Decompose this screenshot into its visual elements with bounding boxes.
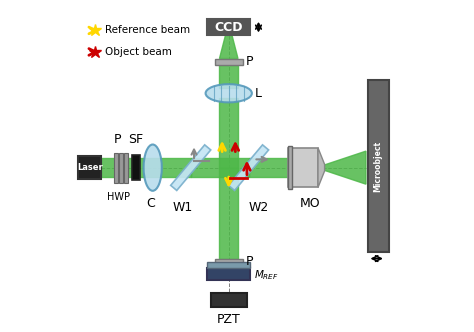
Bar: [215, 259, 243, 265]
Text: W2: W2: [248, 201, 269, 214]
Text: HWP: HWP: [108, 193, 130, 203]
Polygon shape: [219, 265, 238, 275]
Bar: [114, 153, 118, 183]
Text: W1: W1: [173, 201, 192, 214]
Polygon shape: [191, 158, 248, 177]
Polygon shape: [171, 145, 211, 191]
Bar: [78, 156, 101, 179]
Text: P: P: [114, 133, 121, 146]
Text: P: P: [246, 255, 254, 268]
Polygon shape: [318, 148, 325, 188]
Ellipse shape: [144, 144, 162, 191]
Bar: [124, 153, 128, 183]
Bar: [132, 155, 140, 180]
Polygon shape: [101, 158, 191, 177]
Bar: [207, 269, 250, 280]
Polygon shape: [219, 98, 238, 168]
Bar: [215, 59, 243, 65]
Text: CCD: CCD: [214, 21, 243, 34]
Text: Object beam: Object beam: [105, 47, 172, 57]
Polygon shape: [219, 36, 238, 58]
Text: Reference beam: Reference beam: [105, 26, 190, 36]
Bar: [288, 146, 292, 189]
Ellipse shape: [206, 84, 252, 102]
Polygon shape: [321, 151, 366, 184]
Bar: [207, 262, 250, 269]
Bar: [210, 293, 247, 306]
Text: Laser: Laser: [77, 163, 103, 172]
Polygon shape: [219, 65, 238, 88]
Bar: [368, 80, 389, 252]
Text: L: L: [255, 87, 262, 100]
Polygon shape: [297, 158, 321, 177]
Polygon shape: [228, 145, 269, 191]
Polygon shape: [219, 168, 238, 259]
Text: P: P: [246, 55, 254, 68]
Text: PZT: PZT: [217, 313, 241, 326]
Polygon shape: [248, 158, 297, 177]
Text: MO: MO: [300, 198, 320, 210]
Text: SF: SF: [128, 133, 144, 146]
Text: C: C: [146, 198, 155, 210]
Text: Microobject: Microobject: [374, 140, 383, 192]
Text: $M_{REF}$: $M_{REF}$: [254, 268, 278, 282]
Bar: [119, 153, 123, 183]
Bar: [288, 148, 318, 188]
Bar: [207, 19, 250, 36]
